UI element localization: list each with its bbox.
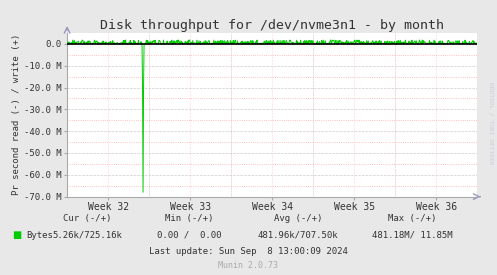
Text: Munin 2.0.73: Munin 2.0.73 [219, 261, 278, 270]
Text: 481.18M/ 11.85M: 481.18M/ 11.85M [372, 231, 453, 240]
Text: 0.00 /  0.00: 0.00 / 0.00 [157, 231, 221, 240]
Text: Avg (-/+): Avg (-/+) [274, 214, 323, 223]
Text: Max (-/+): Max (-/+) [388, 214, 437, 223]
Text: 481.96k/707.50k: 481.96k/707.50k [258, 231, 338, 240]
Text: 5.26k/725.16k: 5.26k/725.16k [52, 231, 122, 240]
Text: Min (-/+): Min (-/+) [165, 214, 213, 223]
Text: Cur (-/+): Cur (-/+) [63, 214, 111, 223]
Y-axis label: Pr second read (-) / write (+): Pr second read (-) / write (+) [12, 34, 21, 196]
Text: Bytes: Bytes [26, 231, 53, 240]
Text: ■: ■ [12, 230, 22, 240]
Text: Last update: Sun Sep  8 13:00:09 2024: Last update: Sun Sep 8 13:00:09 2024 [149, 247, 348, 255]
Title: Disk throughput for /dev/nvme3n1 - by month: Disk throughput for /dev/nvme3n1 - by mo… [100, 19, 444, 32]
Text: RRDTOOL / TOBI OETIKER: RRDTOOL / TOBI OETIKER [489, 82, 494, 165]
